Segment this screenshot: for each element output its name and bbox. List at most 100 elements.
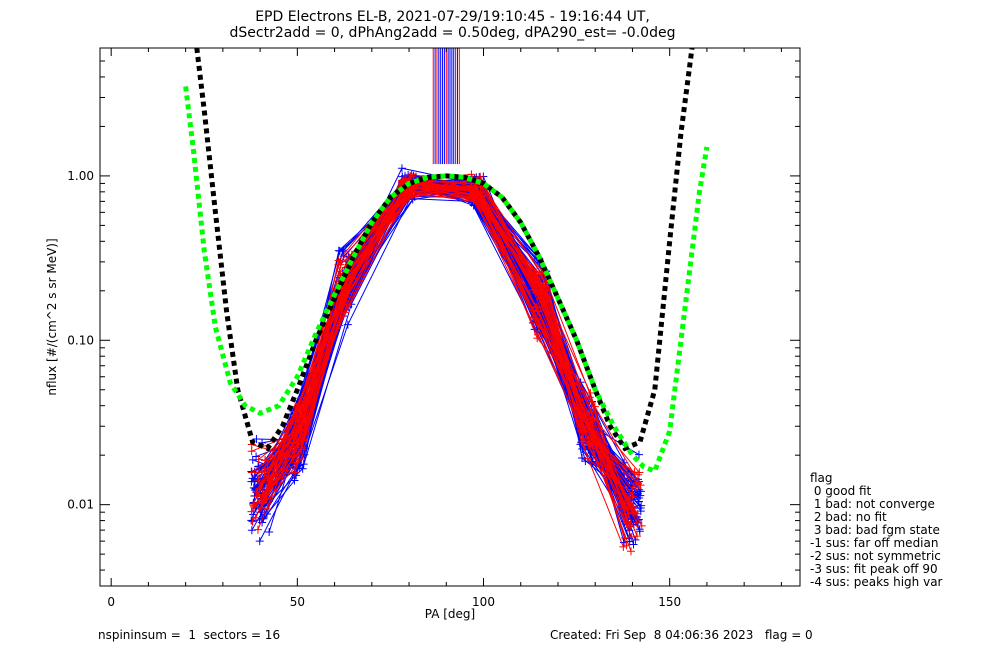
sweep-line (252, 178, 629, 522)
sweep-point (467, 182, 476, 191)
sweep-point (263, 464, 272, 473)
sweep-line (260, 183, 626, 515)
sweep-point (476, 172, 485, 181)
sweep-point (294, 421, 303, 430)
sweep-point (533, 330, 542, 339)
sweep-point (538, 285, 547, 294)
sweep-point (299, 460, 308, 469)
sweep-point (254, 476, 263, 485)
x-axis-label: PA [deg] (425, 607, 475, 621)
sweep-point (290, 468, 299, 477)
sweep-point (248, 517, 257, 526)
sweep-point (341, 308, 350, 317)
x-tick-label: 150 (658, 595, 681, 609)
y-tick-label: 1.00 (67, 169, 94, 183)
sweep-point (258, 478, 267, 487)
sweep-point (402, 193, 411, 202)
sweep-line (258, 180, 633, 490)
sweep-point (637, 501, 646, 510)
sweep-line (251, 179, 634, 514)
sweep-point (635, 468, 644, 477)
sweep-point (637, 521, 646, 530)
legend-item: 0 good fit (810, 484, 872, 498)
sweep-point (252, 488, 261, 497)
sweep-point (631, 483, 640, 492)
sweep-point (247, 526, 256, 535)
legend-item: -1 sus: far off median (810, 536, 939, 550)
sweep-line (253, 181, 635, 484)
x-tick-label: 100 (472, 595, 495, 609)
sweep-point (252, 435, 261, 444)
sweep-line (251, 173, 626, 522)
sweep-point (253, 492, 262, 501)
sweep-point (635, 493, 644, 502)
sweep-point (588, 413, 597, 422)
sweep-point (338, 247, 347, 256)
sweep-point (397, 164, 406, 173)
sweep-point (295, 413, 304, 422)
sweep-point (247, 477, 256, 486)
sweep-point (264, 474, 273, 483)
y-tick-label: 0.01 (67, 498, 94, 512)
sweep-point (624, 494, 633, 503)
sweep-point (622, 541, 631, 550)
sweep-point (298, 436, 307, 445)
y-tick-label: 0.10 (67, 333, 94, 347)
fit-green-line (183, 86, 710, 475)
sweep-point (621, 500, 630, 509)
sweep-point (532, 302, 541, 311)
sweep-point (626, 547, 635, 556)
sweep-point (293, 428, 302, 437)
sweep-point (265, 528, 274, 537)
sweep-point (334, 256, 343, 265)
sweep-point (634, 479, 643, 488)
sweep-point (576, 422, 585, 431)
footer-right: Created: Fri Sep 8 04:06:36 2023 flag = … (550, 628, 813, 642)
sweep-point (579, 434, 588, 443)
sweep-point (529, 285, 538, 294)
legend-item: -3 sus: fit peak off 90 (810, 562, 938, 576)
flag-legend: flag 0 good fit 1 bad: not converge 2 ba… (810, 472, 942, 589)
sweep-point (589, 438, 598, 447)
sweep-point (590, 402, 599, 411)
sweep-point (628, 485, 637, 494)
sweep-point (264, 481, 273, 490)
sweep-point (578, 453, 587, 462)
sweep-point (297, 455, 306, 464)
legend-item: 1 bad: not converge (810, 497, 935, 511)
sweep-point (247, 507, 256, 516)
sweep-point (587, 398, 596, 407)
sweep-point (254, 455, 263, 464)
sweep-point (291, 458, 300, 467)
sweep-point (468, 191, 477, 200)
sweep-line (267, 183, 630, 500)
sweep-line (253, 178, 629, 496)
sweep-point (251, 471, 260, 480)
legend-title: flag (810, 471, 833, 485)
sweep-point (298, 464, 307, 473)
sweep-point (255, 537, 264, 546)
sweep-point (634, 450, 643, 459)
sweep-point (619, 542, 628, 551)
sweep-point (251, 513, 260, 522)
y-axis-label: nflux [#/(cm^2 s sr MeV)] (45, 238, 59, 395)
sweep-point (290, 407, 299, 416)
sweep-point (623, 523, 632, 532)
legend-item: 3 bad: bad fgm state (810, 523, 940, 537)
sweep-point (633, 532, 642, 541)
sweep-point (627, 533, 636, 542)
sweep-point (407, 170, 416, 179)
sweep-point (628, 502, 637, 511)
footer-left: nspininsum = 1 sectors = 16 (98, 628, 281, 642)
sweep-line (251, 190, 630, 526)
sweep-point (247, 468, 256, 477)
sweep-point (532, 314, 541, 323)
sweep-point (473, 187, 482, 196)
sweep-point (253, 525, 262, 534)
chart-title: EPD Electrons EL-B, 2021-07-29/19:10:45 … (255, 9, 650, 25)
sweep-line (267, 185, 640, 479)
sweep-point (535, 294, 544, 303)
sweep-point (632, 518, 641, 527)
sweep-point (633, 509, 642, 518)
plot-frame (99, 47, 801, 587)
